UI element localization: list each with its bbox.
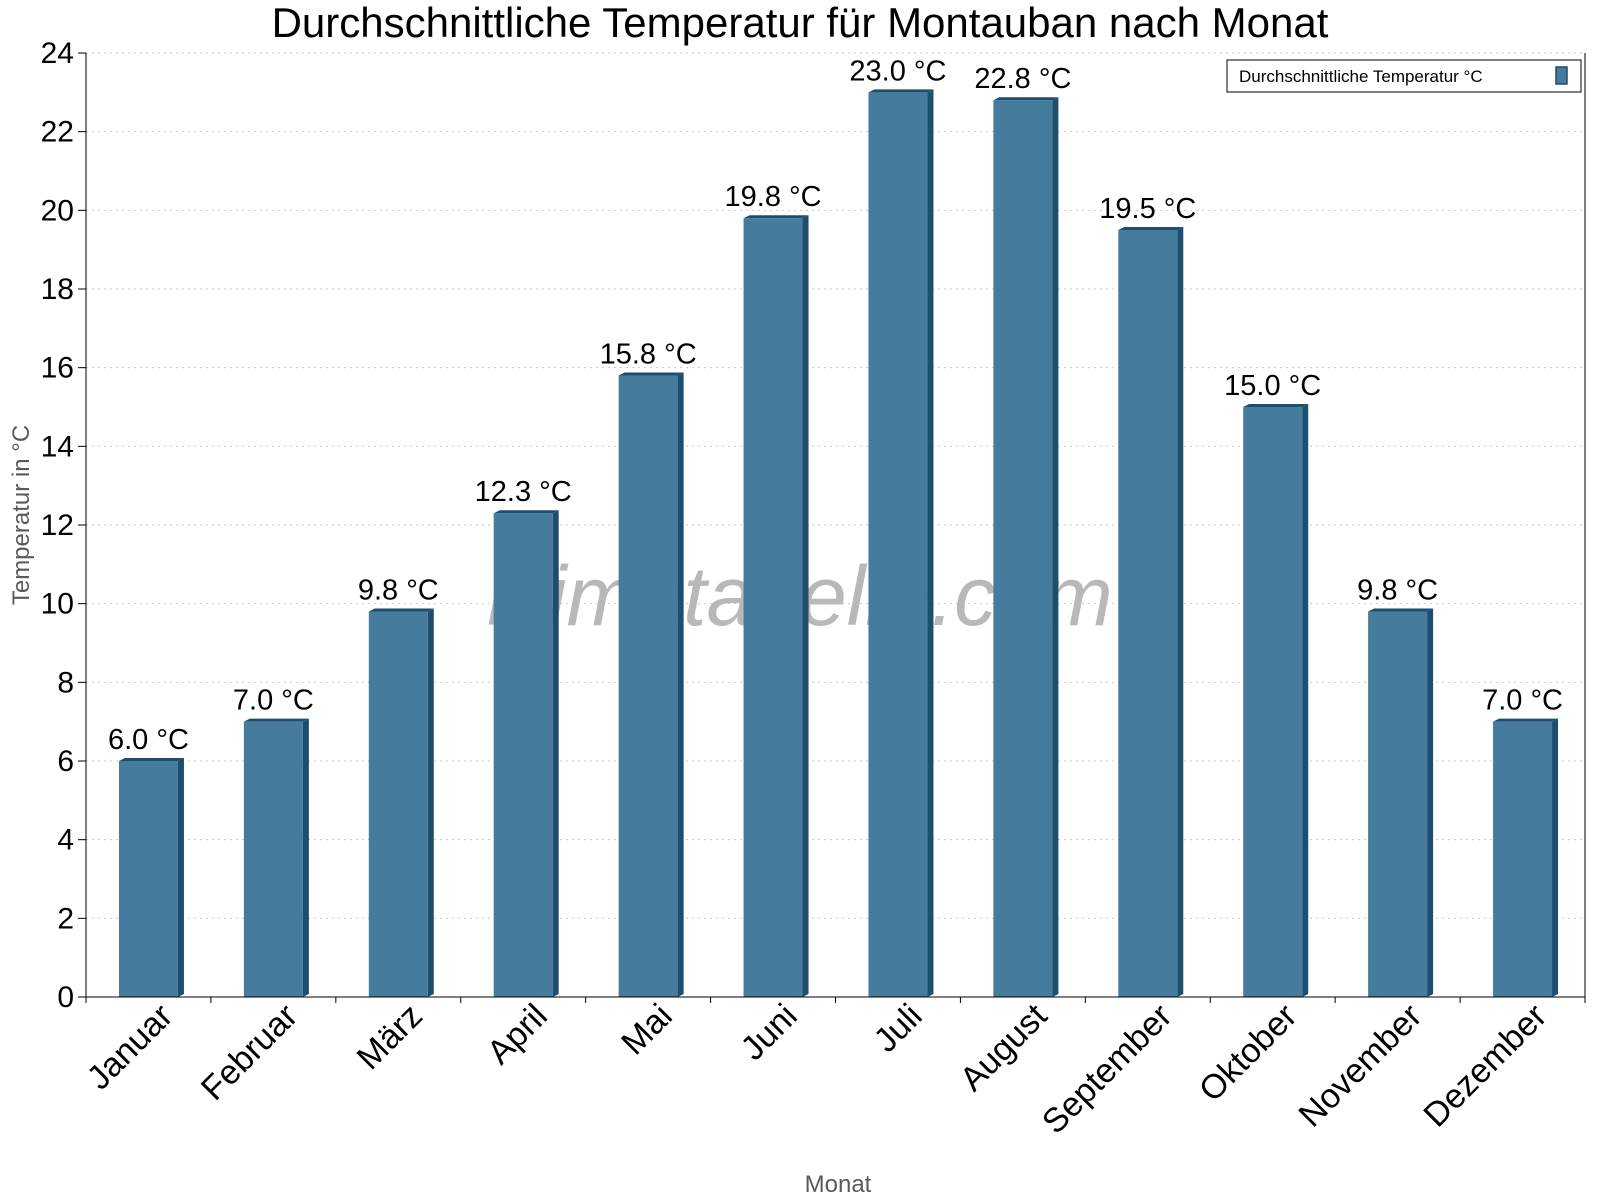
x-tick-label: März xyxy=(350,997,430,1077)
y-tick-label: 24 xyxy=(41,37,74,70)
bar-side xyxy=(552,510,559,997)
bar-top xyxy=(493,510,559,514)
x-tick-label: Dezember xyxy=(1416,997,1554,1135)
data-label: 6.0 °C xyxy=(108,724,189,756)
bar-februar xyxy=(243,721,303,997)
bar-mai xyxy=(618,375,678,997)
bar-top xyxy=(618,372,684,376)
data-label: 7.0 °C xyxy=(233,685,314,717)
y-tick-label: 14 xyxy=(41,430,74,463)
bar-side xyxy=(1177,227,1184,997)
bar-top xyxy=(1118,227,1184,230)
bar-juni xyxy=(743,218,803,997)
y-tick-label: 2 xyxy=(57,902,74,935)
y-tick-label: 12 xyxy=(41,509,74,542)
data-label: 9.8 °C xyxy=(1357,575,1438,607)
x-axis-label: Monat xyxy=(805,1171,872,1198)
data-label: 22.8 °C xyxy=(974,63,1071,95)
x-tick-label: November xyxy=(1292,997,1430,1135)
y-tick-label: 0 xyxy=(57,981,74,1014)
x-tick-label: Juli xyxy=(867,997,930,1060)
grid-lines xyxy=(86,52,1585,919)
data-label: 7.0 °C xyxy=(1482,685,1563,717)
bar-august xyxy=(993,100,1053,997)
bar-september xyxy=(1118,230,1178,997)
x-tick-label: Januar xyxy=(80,997,180,1097)
data-label: 9.8 °C xyxy=(358,575,439,607)
y-tick-label: 4 xyxy=(57,824,74,857)
bars xyxy=(118,89,1559,998)
x-tick-label: Oktober xyxy=(1192,997,1304,1109)
x-tick-label: Juni xyxy=(734,997,805,1068)
data-label: 19.8 °C xyxy=(725,181,822,213)
legend-swatch xyxy=(1555,66,1568,85)
bar-april xyxy=(493,513,553,997)
bar-side xyxy=(1052,97,1059,997)
data-label: 12.3 °C xyxy=(475,476,572,508)
bar-top xyxy=(743,215,809,219)
data-label: 19.5 °C xyxy=(1099,193,1196,225)
legend-box xyxy=(1226,59,1582,93)
bar-side xyxy=(802,215,809,997)
y-axis-label: Temperatur in °C xyxy=(8,425,35,605)
bar-side xyxy=(1302,404,1309,997)
y-tick-label: 6 xyxy=(57,745,74,778)
data-label: 15.8 °C xyxy=(600,339,697,371)
x-tick-label: Mai xyxy=(614,997,680,1063)
y-tick-label: 18 xyxy=(41,273,74,306)
x-tick-label: September xyxy=(1035,997,1179,1141)
y-tick-label: 22 xyxy=(41,116,74,149)
bar-side xyxy=(927,89,934,998)
x-tick-label: August xyxy=(953,996,1055,1098)
bar-top xyxy=(368,608,434,612)
bar-side xyxy=(1427,608,1434,997)
legend-label: Durchschnittliche Temperatur °C xyxy=(1239,67,1483,86)
bar-januar xyxy=(118,761,178,997)
bar-juli xyxy=(868,92,928,998)
bar-dezember xyxy=(1493,721,1553,997)
y-tick-label: 20 xyxy=(41,194,74,227)
chart-title: Durchschnittliche Temperatur für Montaub… xyxy=(272,0,1329,46)
data-label: 15.0 °C xyxy=(1224,370,1321,402)
bar-märz xyxy=(368,611,428,997)
bar-oktober xyxy=(1243,407,1303,997)
bar-november xyxy=(1368,611,1428,997)
bar-side xyxy=(427,608,434,997)
bar-side xyxy=(177,758,184,997)
data-label: 23.0 °C xyxy=(849,55,946,87)
bar-side xyxy=(677,372,684,997)
legend: Durchschnittliche Temperatur °C xyxy=(1226,59,1582,93)
data-labels: 6.0 °C 7.0 °C 9.8 °C 12.3 °C 15.8 °C 19.8 °C 2… xyxy=(108,55,1563,756)
x-tick-label: April xyxy=(480,997,555,1072)
bar-top xyxy=(1368,608,1434,612)
bar-top xyxy=(1493,718,1559,722)
bar-top xyxy=(1243,404,1309,407)
bar-top xyxy=(118,758,184,761)
x-tick-label: Februar xyxy=(194,997,305,1108)
bar-top xyxy=(868,89,934,93)
bar-side xyxy=(302,718,309,997)
bar-top xyxy=(243,718,309,722)
y-tick-label: 8 xyxy=(57,666,74,699)
y-tick-label: 16 xyxy=(41,352,74,385)
y-tick-label: 10 xyxy=(41,588,74,621)
bar-top xyxy=(993,97,1059,101)
bar-side xyxy=(1552,718,1559,997)
